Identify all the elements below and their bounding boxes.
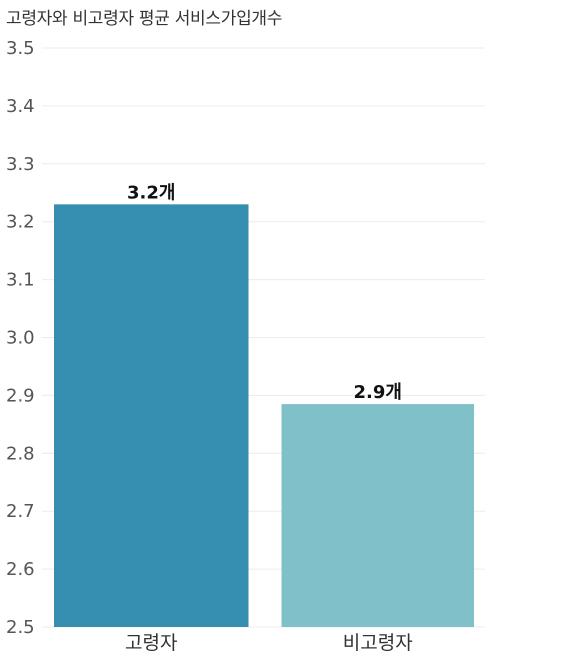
bar (281, 404, 474, 627)
y-tick-label: 2.8 (6, 443, 35, 464)
y-tick-label: 3.4 (6, 96, 35, 117)
y-tick-label: 3.2 (6, 212, 35, 233)
y-tick-label: 3.3 (6, 154, 35, 175)
y-tick-label: 3.1 (6, 270, 35, 291)
y-tick-label: 2.6 (6, 559, 35, 580)
y-axis-ticks: 2.5 2.6 2.7 2.8 2.9 3.0 3.1 3.2 3.3 3.4 3.5 (6, 38, 35, 638)
y-tick-label: 3.0 (6, 328, 35, 349)
bars (54, 204, 474, 627)
y-tick-label: 2.7 (6, 501, 35, 522)
x-axis-categories: 고령자 비고령자 (125, 632, 413, 654)
data-label: 3.2개 (127, 182, 175, 203)
x-category-label: 고령자 (125, 632, 177, 654)
y-tick-label: 2.9 (6, 385, 35, 406)
y-tick-label: 3.5 (6, 38, 35, 59)
bar (54, 204, 249, 627)
data-labels: 3.2개 2.9개 (127, 182, 402, 403)
x-category-label: 비고령자 (343, 632, 413, 654)
chart-title: 고령자와 비고령자 평균 서비스가입개수 (6, 9, 283, 29)
y-tick-label: 2.5 (6, 617, 35, 638)
data-label: 2.9개 (354, 382, 402, 403)
